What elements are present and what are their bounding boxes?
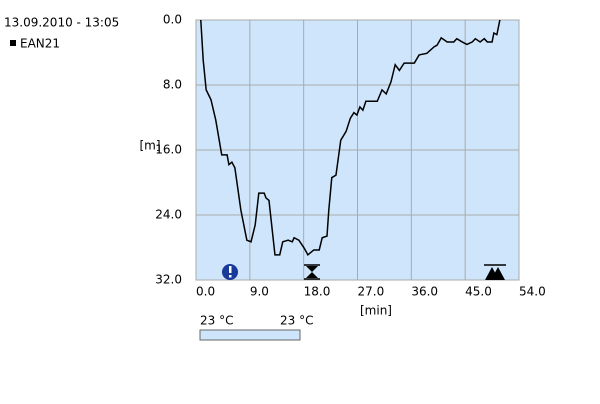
x-tick-label: 45.0 — [465, 285, 492, 299]
x-tick-label: 36.0 — [411, 285, 438, 299]
legend-swatch — [10, 40, 16, 46]
y-tick-label: 32.0 — [155, 273, 182, 287]
legend-label: EAN21 — [20, 37, 60, 51]
temperature-label: 23 °C — [200, 314, 233, 328]
x-tick-label: 54.0 — [519, 285, 546, 299]
y-tick-label: 24.0 — [155, 208, 182, 222]
series-line — [200, 19, 501, 256]
end-icon — [484, 264, 506, 280]
y-tick-label: 0.0 — [163, 13, 182, 27]
y-axis-label: [m] — [139, 139, 160, 153]
x-tick-label: 27.0 — [358, 285, 385, 299]
x-tick-label: 0.0 — [196, 285, 215, 299]
y-tick-label: 8.0 — [163, 78, 182, 92]
x-tick-label: 18.0 — [304, 285, 331, 299]
timestamp: 13.09.2010 - 13:05 — [4, 16, 119, 30]
y-tick-label: 16.0 — [155, 143, 182, 157]
hourglass-icon — [304, 264, 320, 280]
x-axis-label: [min] — [360, 304, 392, 318]
warning-icon — [222, 264, 238, 280]
temperature-label: 23 °C — [280, 314, 313, 328]
x-tick-label: 9.0 — [250, 285, 269, 299]
temperature-bar — [199, 329, 301, 341]
